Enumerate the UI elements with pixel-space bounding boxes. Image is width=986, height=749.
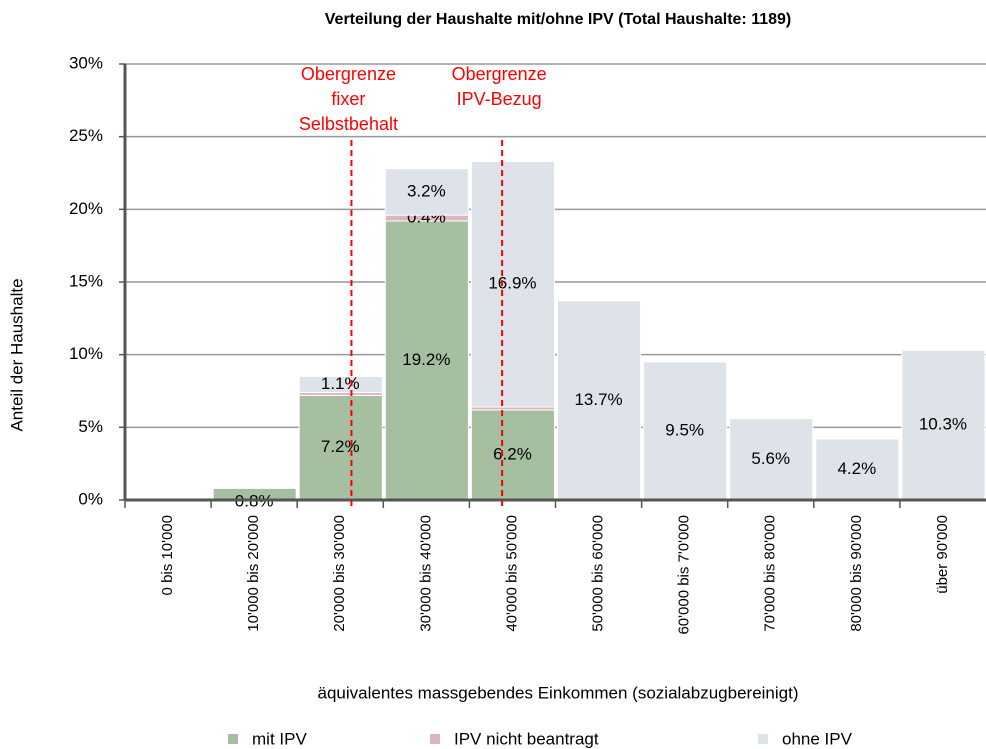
x-tick-label: 70'000 bis 80'000 <box>762 515 779 632</box>
y-tick-label: 5% <box>78 417 103 436</box>
annotation: Selbstbehalt <box>299 114 398 134</box>
y-tick-label: 20% <box>69 199 103 218</box>
data-label: 7.2% <box>321 437 360 456</box>
legend-swatch <box>228 734 238 744</box>
data-label: 9.5% <box>665 420 704 439</box>
data-label: 3.2% <box>407 181 446 200</box>
bar-segment <box>298 394 383 501</box>
y-tick-label: 15% <box>69 271 103 290</box>
x-tick-label: über 90'000 <box>934 515 951 594</box>
y-tick-label: 30% <box>69 53 103 72</box>
data-label: 1.1% <box>321 374 360 393</box>
legend-swatch <box>758 734 768 744</box>
x-tick-label: 20'000 bis 30'000 <box>331 515 348 632</box>
bar-segment <box>729 418 814 501</box>
x-tick-label: 0 bis 10'000 <box>159 515 176 595</box>
bar-segment <box>298 375 383 393</box>
x-tick-label: 50'000 bis 60'000 <box>590 515 607 632</box>
y-tick-label: 25% <box>69 126 103 145</box>
legend-label: mit IPV <box>252 729 307 748</box>
data-label: 5.6% <box>751 449 790 468</box>
y-axis-label: Anteil der Haushalte <box>7 278 26 431</box>
data-label: 6.2% <box>493 444 532 463</box>
annotation: IPV-Bezug <box>457 89 542 109</box>
y-tick-label: 10% <box>69 344 103 363</box>
bar-segment <box>901 349 986 501</box>
data-label: 19.2% <box>402 350 450 369</box>
bar-segment <box>470 160 555 408</box>
legend-label: ohne IPV <box>782 729 853 748</box>
x-tick-label: 40'000 bis 50'000 <box>503 515 520 632</box>
x-tick-label: 60'000 bis 7'0'000 <box>676 515 693 635</box>
x-tick-label: 30'000 bis 40'000 <box>417 515 434 632</box>
chart-title: Verteilung der Haushalte mit/ohne IPV (T… <box>325 11 791 28</box>
x-tick-label: 10'000 bis 20'000 <box>245 515 262 632</box>
annotation: Obergrenze <box>452 64 547 84</box>
legend-label: IPV nicht beantragt <box>454 729 599 748</box>
bar-segment <box>815 438 900 501</box>
bar-segment <box>384 220 469 501</box>
data-label: 4.2% <box>837 459 876 478</box>
annotation: fixer <box>331 89 365 109</box>
legend-swatch <box>430 734 440 744</box>
bar-segment <box>470 409 555 501</box>
data-label: 16.9% <box>488 274 536 293</box>
data-label: 10.3% <box>919 415 967 434</box>
bar-segment <box>384 168 469 216</box>
x-tick-label: 80'000 bis 90'000 <box>848 515 865 632</box>
annotation: Obergrenze <box>301 64 396 84</box>
bar-segment <box>557 300 642 501</box>
data-label: 13.7% <box>574 390 622 409</box>
y-tick-label: 0% <box>78 489 103 508</box>
bar-segment <box>643 361 728 501</box>
x-axis-label: äquivalentes massgebendes Einkommen (soz… <box>318 683 799 702</box>
